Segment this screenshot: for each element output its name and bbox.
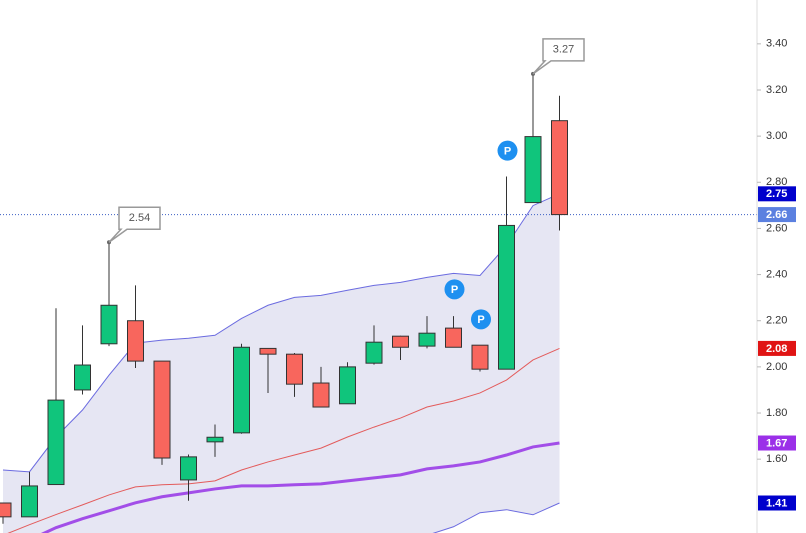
axis-tag-label: 1.41 (766, 497, 787, 509)
callout-label: 3.27 (553, 44, 574, 56)
y-tick-label: 2.80 (766, 176, 787, 188)
marker (444, 279, 465, 300)
candle-body (233, 346, 250, 434)
axis-tag (758, 495, 796, 511)
candle-body (365, 341, 383, 364)
y-tick-label: 1.60 (766, 453, 787, 465)
candle-body (498, 224, 515, 370)
y-tick-label: 2.00 (766, 361, 787, 373)
ma-line (40, 441, 560, 533)
candle-body (153, 360, 171, 459)
axis-tag (758, 186, 796, 202)
callout-box (108, 206, 161, 243)
callout-label: 2.54 (129, 212, 150, 224)
marker (471, 309, 491, 330)
y-tick-label: 2.20 (766, 315, 787, 327)
band-fill (3, 193, 560, 533)
marker-label: P (477, 314, 484, 326)
y-tick-label: 2.60 (766, 222, 787, 234)
y-tick-label: 3.20 (766, 84, 787, 96)
candle-body (471, 344, 489, 370)
candle-body (100, 304, 118, 345)
y-tick-label: 2.40 (766, 268, 787, 280)
candle-body (206, 436, 224, 443)
candle-body (74, 364, 91, 391)
marker-label: P (451, 284, 458, 296)
marker-label: P (504, 146, 511, 158)
candle-body (286, 353, 303, 385)
candle-body (524, 136, 542, 204)
candle-body (418, 332, 436, 347)
axis-tag-label: 2.75 (766, 188, 787, 200)
candle-body (339, 366, 356, 405)
callout-box (532, 38, 585, 75)
axis-tag-label: 2.66 (766, 209, 787, 221)
candle-body (47, 399, 65, 486)
candle-body (392, 335, 409, 348)
candle-body (312, 382, 330, 408)
axis-tag-label: 1.67 (766, 437, 787, 449)
y-tick-label: 1.80 (766, 407, 787, 419)
axis-tag (758, 435, 796, 451)
candle-body (21, 485, 38, 518)
axis-tag (758, 340, 796, 356)
candle-body (445, 327, 462, 348)
axis-tag-label: 2.08 (766, 343, 787, 355)
middle-line (7, 347, 560, 533)
axis-tag (758, 207, 796, 223)
candle-body (551, 120, 568, 216)
candle-body (127, 320, 144, 362)
y-tick-label: 3.00 (766, 130, 787, 142)
y-tick-label: 3.40 (766, 38, 787, 50)
candle-body (0, 502, 12, 518)
upper-line (2, 193, 560, 473)
candle-body (259, 347, 277, 355)
plot-area: 2.54 3.27 P P P (0, 38, 757, 533)
lower-line (432, 502, 560, 533)
marker (497, 140, 518, 161)
candle-body (180, 456, 197, 481)
